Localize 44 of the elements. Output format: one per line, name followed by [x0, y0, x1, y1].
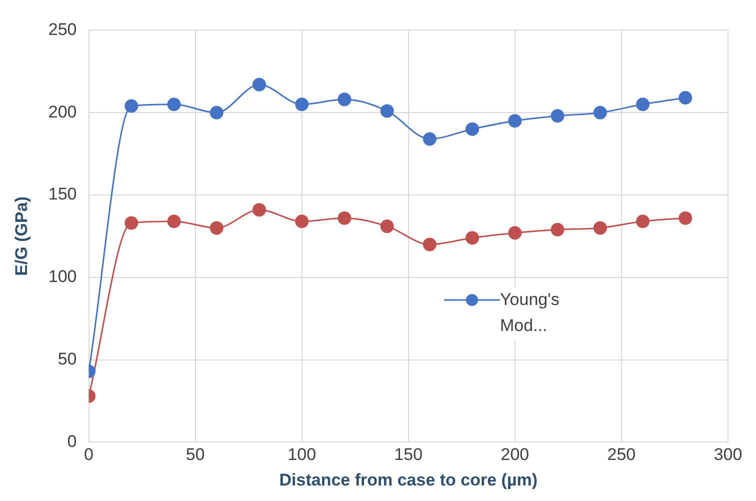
- y-tick-label: 0: [67, 432, 77, 451]
- point: [210, 221, 224, 235]
- point: [636, 214, 650, 228]
- x-tick-label: 250: [607, 445, 636, 464]
- point: [422, 238, 436, 252]
- point: [167, 214, 181, 228]
- y-axis-title: E/G (GPa): [12, 196, 31, 276]
- y-tick-label: 200: [48, 102, 77, 122]
- x-tick-label: 200: [500, 445, 530, 464]
- point: [636, 98, 650, 112]
- point: [380, 220, 394, 234]
- point: [295, 214, 309, 228]
- point: [252, 203, 266, 217]
- point: [380, 104, 394, 118]
- x-axis-title: Distance from case to core (µm): [279, 470, 538, 490]
- x-tick-label: 100: [288, 445, 316, 464]
- y-tick-label: 100: [48, 267, 77, 286]
- legend-label: Young's Mod...: [500, 289, 560, 337]
- y-tick-label: 50: [58, 349, 77, 368]
- point: [466, 122, 480, 136]
- point: [466, 231, 480, 245]
- point: [550, 222, 564, 236]
- point: [593, 106, 607, 120]
- x-tick-label: 300: [714, 445, 742, 464]
- y-tick-label: 150: [48, 184, 77, 204]
- point: [124, 216, 138, 230]
- point: [678, 91, 692, 105]
- y-tick-label: 250: [48, 20, 77, 39]
- point: [550, 109, 564, 123]
- x-tick-label: 150: [394, 445, 423, 464]
- point: [124, 99, 138, 113]
- point: [295, 98, 309, 112]
- point: [422, 132, 436, 146]
- point: [508, 226, 522, 240]
- point: [678, 211, 692, 225]
- x-tick-label: 0: [84, 445, 94, 464]
- point: [167, 98, 181, 112]
- point: [508, 114, 522, 128]
- point: [210, 106, 224, 120]
- point: [338, 211, 352, 225]
- point: [593, 221, 607, 235]
- point: [252, 78, 266, 92]
- x-tick-label: 50: [186, 445, 205, 464]
- point: [338, 92, 352, 106]
